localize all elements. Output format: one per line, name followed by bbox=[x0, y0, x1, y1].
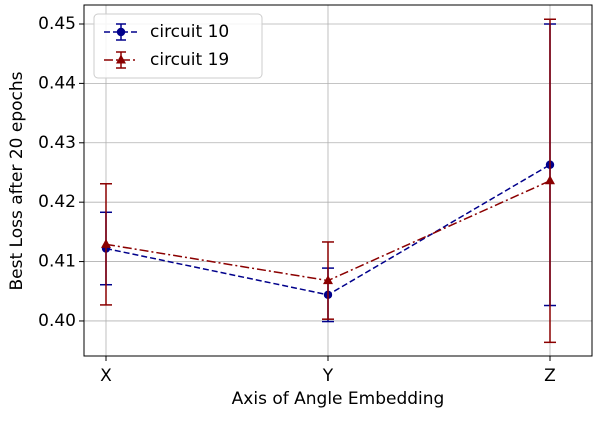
data-point bbox=[101, 238, 111, 248]
y-tick-label: 0.41 bbox=[38, 252, 76, 272]
y-tick-label: 0.43 bbox=[38, 133, 76, 153]
x-axis-label: Axis of Angle Embedding bbox=[232, 389, 445, 409]
y-axis-label: Best Loss after 20 epochs bbox=[7, 71, 27, 290]
legend-marker bbox=[116, 54, 126, 64]
legend-label: circuit 19 bbox=[150, 50, 229, 70]
data-point bbox=[545, 175, 555, 185]
legend-label: circuit 10 bbox=[150, 22, 229, 42]
x-tick-label: X bbox=[100, 366, 112, 386]
y-tick-label: 0.42 bbox=[38, 192, 76, 212]
legend: circuit 10 circuit 19 bbox=[93, 13, 263, 79]
y-tick-label: 0.40 bbox=[38, 311, 76, 331]
x-tick-label: Y bbox=[322, 366, 334, 386]
x-tick-label: Z bbox=[544, 366, 556, 386]
legend-box bbox=[93, 13, 263, 79]
y-tick-label: 0.44 bbox=[38, 73, 76, 93]
data-point bbox=[323, 275, 333, 285]
legend-marker bbox=[116, 27, 126, 37]
y-tick-label: 0.45 bbox=[38, 14, 76, 34]
plot-frame bbox=[83, 4, 593, 357]
